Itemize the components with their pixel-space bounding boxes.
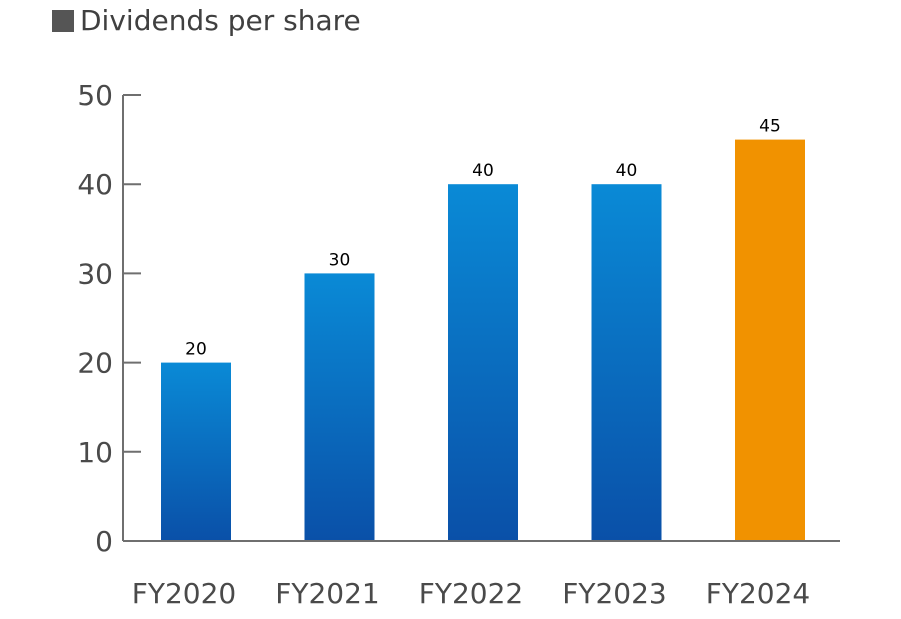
data-label-fy2022: 40 bbox=[472, 161, 494, 181]
bar-fy2020 bbox=[161, 362, 231, 541]
category-label-fy2023: FY2023 bbox=[562, 577, 666, 610]
bar-fy2023 bbox=[591, 184, 662, 541]
bar-fy2022 bbox=[448, 184, 518, 541]
data-label-fy2024: 45 bbox=[759, 117, 781, 137]
category-label-fy2021: FY2021 bbox=[275, 577, 379, 610]
bar-fy2024 bbox=[735, 139, 805, 541]
y-tick-label-20: 20 bbox=[77, 347, 113, 380]
category-label-fy2020: FY2020 bbox=[132, 577, 236, 610]
category-label-fy2024: FY2024 bbox=[706, 577, 810, 610]
y-tick-label-0: 0 bbox=[95, 525, 113, 558]
y-tick-label-10: 10 bbox=[77, 436, 113, 469]
y-tick-label-50: 50 bbox=[77, 79, 113, 112]
data-label-fy2020: 20 bbox=[185, 340, 207, 360]
data-label-fy2021: 30 bbox=[329, 250, 351, 270]
y-tick-label-40: 40 bbox=[77, 168, 113, 201]
data-label-fy2023: 40 bbox=[616, 161, 638, 181]
bar-fy2021 bbox=[304, 273, 375, 541]
category-label-fy2022: FY2022 bbox=[419, 577, 523, 610]
chart-title: Dividends per share bbox=[52, 4, 361, 37]
y-tick-label-30: 30 bbox=[77, 257, 113, 290]
chart-title-text: Dividends per share bbox=[80, 4, 361, 37]
title-square-icon bbox=[52, 9, 74, 32]
